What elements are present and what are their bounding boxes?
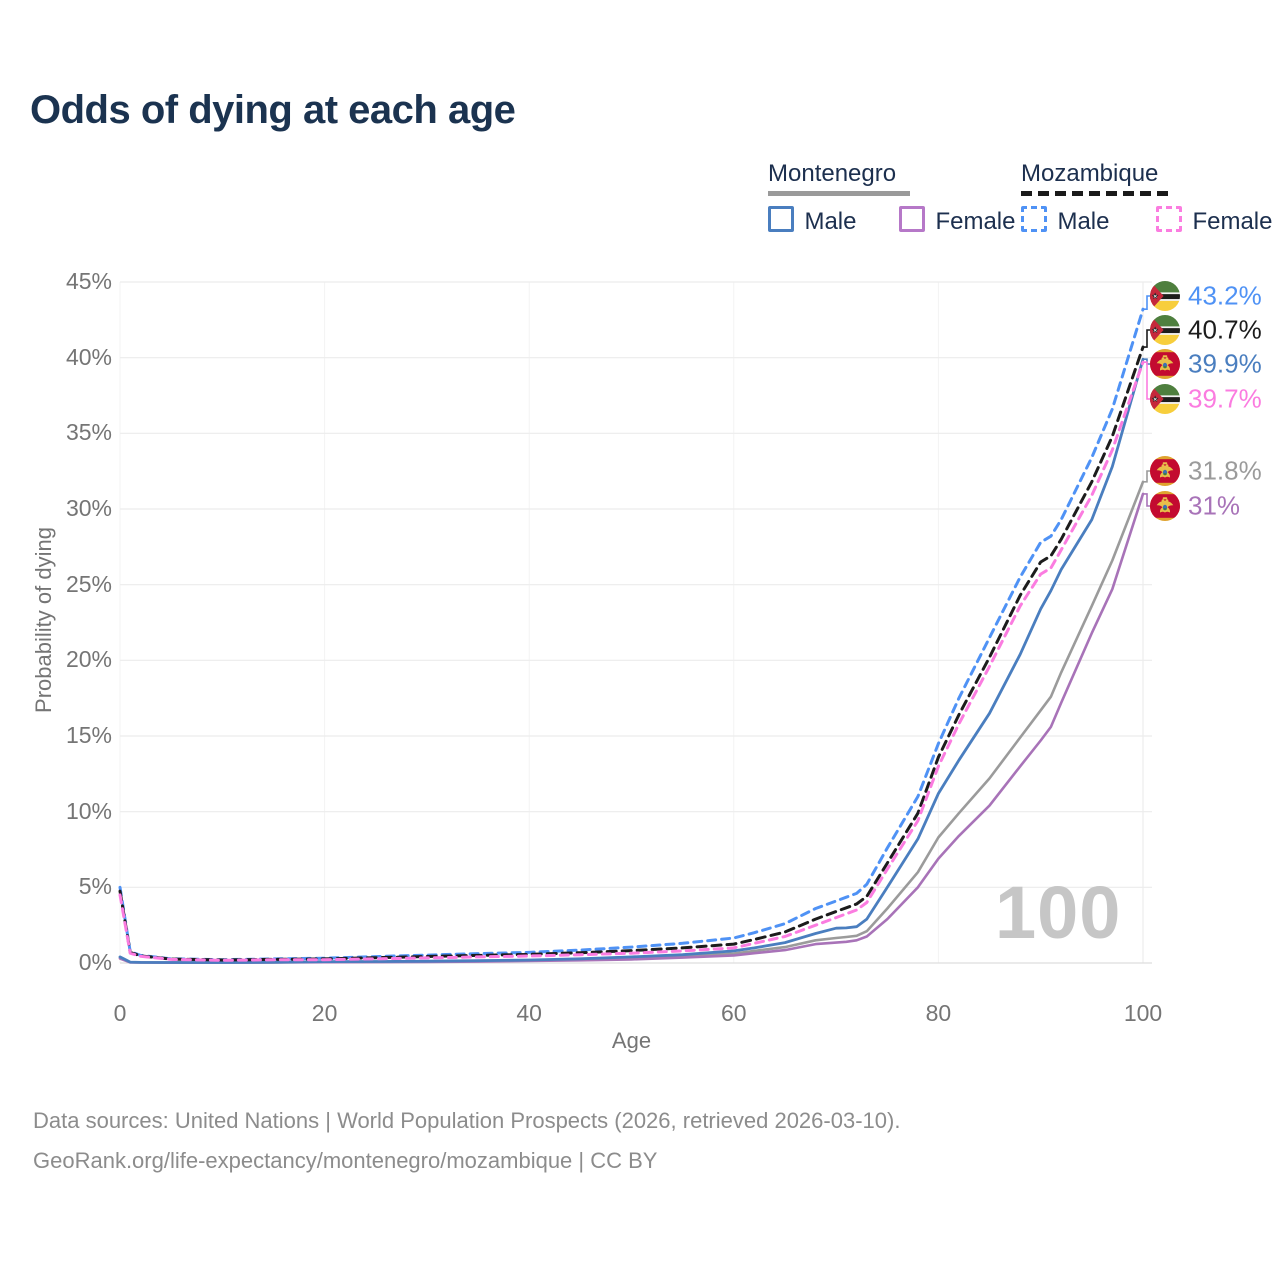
legend-label-mozambique-male: Male xyxy=(1057,208,1110,235)
montenegro-flag-icon xyxy=(1150,349,1180,379)
legend-item-montenegro-female[interactable]: Female xyxy=(899,206,1015,237)
y-tick-label-40%: 40% xyxy=(65,343,112,370)
end-label-value-moz_both: 40.7% xyxy=(1188,314,1262,345)
series-line-moz_female xyxy=(118,360,1145,962)
y-tick-label-15%: 15% xyxy=(65,722,112,748)
mozambique-flag-icon xyxy=(1150,384,1180,414)
connector-moz_male xyxy=(1143,295,1151,310)
legend-mozambique-line-swatch xyxy=(1021,191,1169,196)
page-title: Odds of dying at each age xyxy=(30,88,516,132)
legend-item-mozambique-female[interactable]: Female xyxy=(1156,206,1272,237)
x-tick-label-80: 80 xyxy=(925,1000,952,1026)
end-label-value-mne_both: 31.8% xyxy=(1188,455,1262,486)
series-line-moz_both xyxy=(118,345,1145,962)
connector-moz_both xyxy=(1143,329,1151,348)
montenegro-male-swatch-icon xyxy=(768,206,794,232)
x-tick-label-0: 0 xyxy=(113,1000,127,1026)
montenegro-female-swatch-icon xyxy=(899,206,925,232)
y-tick-label-0%: 0% xyxy=(78,949,112,975)
legend-item-montenegro-male[interactable]: Male xyxy=(768,206,856,237)
connector-mne_female xyxy=(1143,493,1151,507)
legend-country-montenegro: Montenegro xyxy=(768,160,897,187)
montenegro-flag-icon xyxy=(1150,491,1180,521)
data-sources-text: Data sources: United Nations | World Pop… xyxy=(33,1108,901,1133)
connector-mne_both xyxy=(1143,470,1151,483)
mozambique-flag-icon xyxy=(1150,281,1180,311)
series-line-mne_female xyxy=(118,492,1145,965)
legend-label-montenegro-female: Female xyxy=(935,208,1016,235)
x-tick-label-100: 100 xyxy=(1123,1000,1163,1026)
x-tick-label-60: 60 xyxy=(721,1000,747,1026)
end-label-value-mne_female: 31% xyxy=(1188,490,1241,521)
y-tick-label-5%: 5% xyxy=(78,873,112,900)
y-tick-label-20%: 20% xyxy=(65,646,112,673)
montenegro-flag-icon xyxy=(1150,456,1180,486)
y-tick-label-35%: 35% xyxy=(65,419,112,446)
y-tick-label-25%: 25% xyxy=(65,570,112,597)
legend-country-mozambique: Mozambique xyxy=(1021,160,1159,187)
connector-moz_female xyxy=(1143,361,1151,400)
y-tick-label-30%: 30% xyxy=(65,495,112,521)
x-tick-label-20: 20 xyxy=(311,1000,338,1026)
legend-label-montenegro-male: Male xyxy=(804,208,857,235)
end-label-value-moz_male: 43.2% xyxy=(1188,280,1262,311)
mozambique-flag-icon xyxy=(1150,315,1180,345)
series-line-moz_male xyxy=(118,307,1145,962)
series-line-mne_both xyxy=(118,480,1145,964)
series-line-mne_male xyxy=(118,357,1145,964)
end-label-value-mne_male: 39.9% xyxy=(1188,348,1262,379)
end-label-value-moz_female: 39.7% xyxy=(1188,383,1262,414)
legend-montenegro-line-swatch xyxy=(768,191,910,196)
x-axis-title: Age xyxy=(611,1028,652,1053)
attribution-text: GeoRank.org/life-expectancy/montenegro/m… xyxy=(33,1148,658,1173)
mozambique-female-swatch-icon xyxy=(1156,206,1182,232)
y-tick-label-10%: 10% xyxy=(65,797,112,824)
legend-label-mozambique-female: Female xyxy=(1192,208,1273,235)
mozambique-male-swatch-icon xyxy=(1021,206,1047,232)
y-axis-title: Probability of dying xyxy=(31,527,56,713)
legend-item-mozambique-male[interactable]: Male xyxy=(1021,206,1109,237)
x-tick-label-40: 40 xyxy=(516,1000,542,1026)
y-tick-label-45%: 45% xyxy=(65,268,112,294)
watermark-age-100: 100 xyxy=(995,871,1122,954)
